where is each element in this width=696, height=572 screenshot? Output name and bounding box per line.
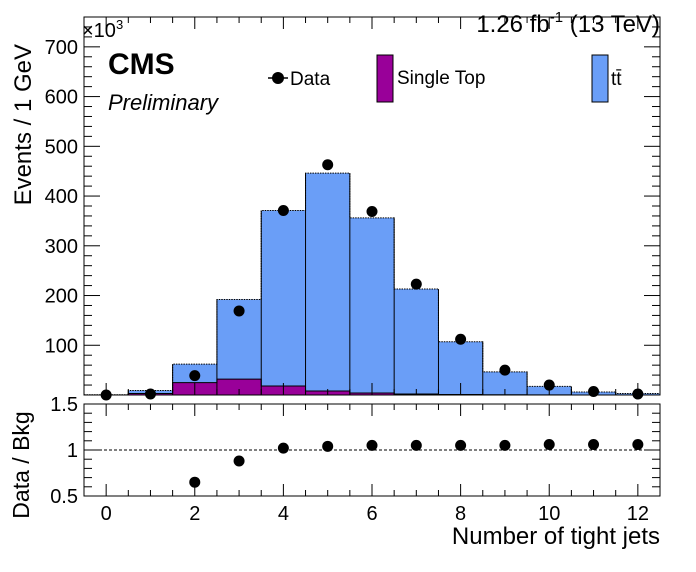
y-tick-label: 600 bbox=[45, 87, 78, 109]
exponent-label: ×103 bbox=[82, 17, 123, 42]
legend-ttbar-label: tt̄ bbox=[611, 69, 622, 90]
ratio-point bbox=[588, 438, 600, 450]
legend: Data Single Top tt̄ bbox=[268, 54, 622, 103]
legend-data-marker bbox=[272, 72, 284, 84]
cms-preliminary-label: Preliminary bbox=[108, 90, 220, 115]
x-tick-label: 10 bbox=[538, 503, 560, 525]
ratio-point bbox=[543, 438, 555, 450]
cms-label: CMS bbox=[108, 48, 175, 81]
legend-data-label: Data bbox=[290, 69, 331, 90]
y-tick-label: 500 bbox=[45, 136, 78, 158]
x-tick-label: 6 bbox=[366, 503, 377, 525]
x-axis-title: Number of tight jets bbox=[452, 523, 660, 550]
legend-ttbar-swatch bbox=[591, 54, 609, 103]
legend-single-top-label: Single Top bbox=[397, 68, 485, 89]
data-point bbox=[366, 205, 378, 217]
ratio-point bbox=[233, 455, 245, 467]
ratio-point bbox=[410, 439, 422, 451]
data-point bbox=[455, 333, 467, 345]
ratio-y-tick-label: 1.5 bbox=[50, 394, 78, 416]
data-point bbox=[233, 305, 245, 317]
data-point bbox=[277, 204, 289, 216]
ratio-point bbox=[189, 476, 201, 488]
y-tick-label: 300 bbox=[45, 236, 78, 258]
y-tick-label: 100 bbox=[45, 335, 78, 357]
y-tick-label: 400 bbox=[45, 186, 78, 208]
top-panel: 100 200 300 400 500 600 700 bbox=[45, 16, 661, 401]
bottom-y-axis-title: Data / Bkg bbox=[8, 411, 34, 518]
x-tick-label: 8 bbox=[455, 503, 466, 525]
data-point bbox=[499, 364, 511, 376]
ttbar-bar bbox=[394, 289, 439, 395]
ratio-point bbox=[366, 439, 378, 451]
ratio-point bbox=[632, 438, 644, 450]
x-tick-label: 4 bbox=[278, 503, 289, 525]
ratio-y-tick-label: 1 bbox=[67, 440, 78, 462]
x-tick-label: 12 bbox=[627, 503, 649, 525]
ratio-panel: 0.5 1 1.5 0 2 4 6 8 10 12 bbox=[50, 394, 661, 525]
luminosity-label: 1.26 fb-1 (13 TeV) bbox=[476, 9, 660, 38]
ratio-point bbox=[277, 442, 289, 454]
legend-single-top-swatch bbox=[376, 54, 394, 103]
y-tick-label: 700 bbox=[45, 37, 78, 59]
y-tick-label: 200 bbox=[45, 286, 78, 308]
top-y-axis-title: Events / 1 GeV bbox=[10, 44, 37, 205]
x-tick-label: 2 bbox=[189, 503, 200, 525]
data-point bbox=[410, 278, 422, 290]
ttbar-bar bbox=[261, 210, 306, 387]
ttbar-bar bbox=[305, 173, 350, 392]
ratio-point bbox=[499, 439, 511, 451]
ttbar-bar bbox=[349, 217, 395, 394]
x-tick-label: 0 bbox=[101, 503, 112, 525]
ratio-point bbox=[322, 440, 334, 452]
data-point bbox=[322, 159, 334, 171]
data-point bbox=[189, 370, 201, 382]
single-top-bar bbox=[216, 379, 262, 395]
ratio-point bbox=[455, 439, 467, 451]
ratio-y-tick-label: 0.5 bbox=[50, 486, 78, 508]
ttbar-bar bbox=[482, 371, 528, 395]
